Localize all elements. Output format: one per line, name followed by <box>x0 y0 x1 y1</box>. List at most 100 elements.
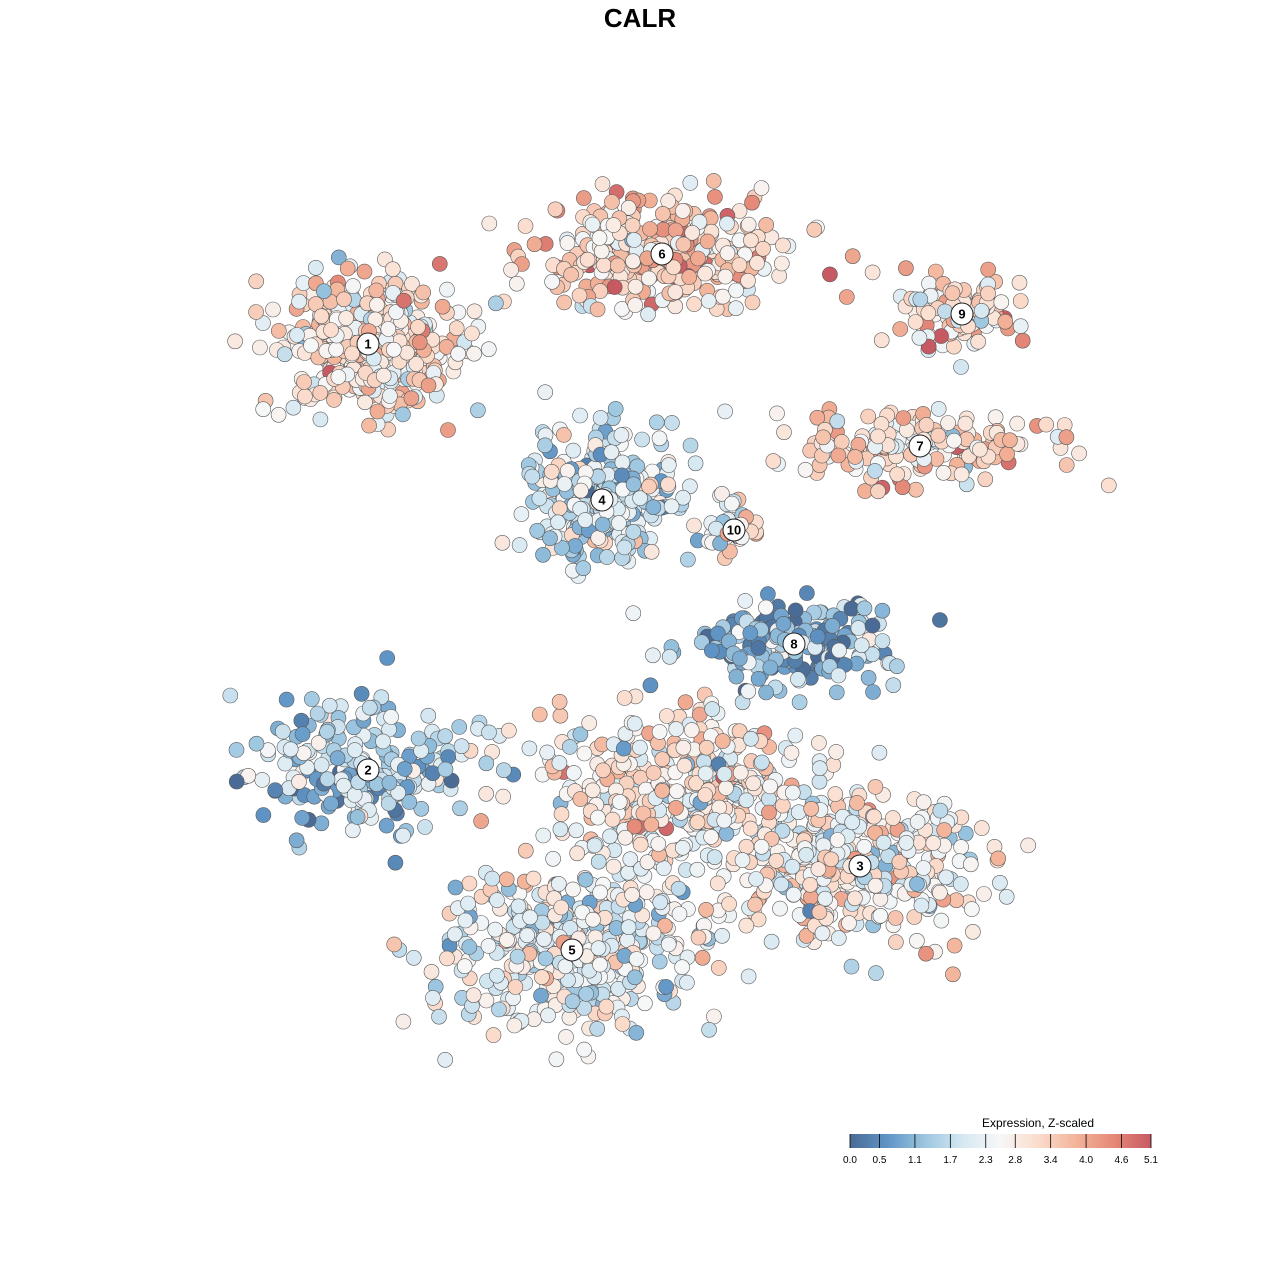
cluster-label-5: 5 <box>560 938 584 962</box>
cell-point <box>946 338 962 355</box>
cell-point <box>625 253 641 270</box>
cell-point <box>825 757 842 773</box>
cell-point <box>579 251 596 268</box>
cell-point <box>489 967 505 984</box>
cell-point <box>706 849 723 866</box>
cell-point <box>676 757 693 774</box>
cell-point <box>755 241 771 257</box>
cell-point <box>748 871 764 887</box>
cell-point <box>872 907 889 924</box>
cell-point <box>783 745 800 761</box>
cell-point <box>718 780 734 796</box>
cluster-label-7: 7 <box>908 434 932 458</box>
cell-point <box>652 894 669 911</box>
cell-point <box>626 715 643 732</box>
cell-point <box>405 949 422 966</box>
cell-point <box>517 218 534 234</box>
cell-point <box>911 329 928 346</box>
cell-point <box>870 428 886 445</box>
cell-point <box>369 296 385 313</box>
cell-point <box>558 1029 574 1045</box>
cell-point <box>592 410 609 426</box>
cell-point <box>992 874 1008 891</box>
cell-point <box>700 293 717 309</box>
cell-point <box>255 401 272 418</box>
cell-point <box>403 390 420 407</box>
cell-point <box>658 708 675 724</box>
cell-point <box>732 764 749 781</box>
cell-point <box>401 794 418 810</box>
cell-point <box>714 485 730 502</box>
cell-point <box>395 406 411 423</box>
cell-point <box>1012 318 1029 335</box>
cell-point <box>319 771 336 788</box>
cell-point <box>581 715 598 731</box>
cell-point <box>976 886 992 902</box>
cell-point <box>335 777 352 794</box>
cell-point <box>336 291 352 308</box>
cell-point <box>375 733 391 750</box>
cell-point <box>319 723 335 740</box>
cell-point <box>830 930 847 946</box>
cell-point <box>248 304 264 320</box>
cell-point <box>288 832 305 849</box>
cell-point <box>380 321 397 337</box>
cell-point <box>1014 332 1031 349</box>
cell-point <box>706 1008 722 1025</box>
cell-point <box>667 284 684 300</box>
cluster-label-text: 6 <box>658 247 665 262</box>
cell-point <box>750 640 767 656</box>
cell-point <box>547 201 564 218</box>
cell-point <box>628 951 645 967</box>
cell-point <box>717 403 733 420</box>
cell-point <box>744 194 760 211</box>
legend-tick-label: 1.7 <box>943 1155 957 1166</box>
cell-point <box>743 232 759 249</box>
cell-point <box>697 765 714 782</box>
cell-point <box>478 785 495 802</box>
cell-point <box>687 455 704 472</box>
color-legend: Expression, Z-scaled 0.0 0.5 1.1 1.7 2.3 2.8 3… <box>843 1116 1158 1166</box>
cell-point <box>686 296 702 312</box>
cell-point <box>595 762 611 779</box>
cell-point <box>478 755 495 772</box>
cell-point <box>517 842 534 859</box>
cell-point <box>972 441 988 458</box>
cell-point <box>592 884 608 901</box>
cell-point <box>312 385 329 401</box>
cell-point <box>811 760 828 777</box>
cell-point <box>411 334 428 351</box>
cell-point <box>361 699 378 716</box>
cell-point <box>312 411 329 428</box>
cell-point <box>760 586 776 602</box>
cell-point <box>437 1052 454 1068</box>
cell-point <box>464 325 480 342</box>
cell-point <box>822 266 838 283</box>
cell-point <box>710 960 727 976</box>
cell-point <box>586 837 603 854</box>
cell-point <box>616 539 633 556</box>
cell-point <box>559 463 576 479</box>
cell-point <box>590 809 606 826</box>
cell-point <box>330 249 347 266</box>
legend-tick-label: 1.1 <box>908 1155 922 1166</box>
cell-point <box>368 282 385 299</box>
cell-point <box>998 888 1015 905</box>
cell-point <box>437 761 454 778</box>
cell-point <box>650 836 667 852</box>
cell-point <box>510 898 527 915</box>
cell-point <box>930 401 947 417</box>
cell-point <box>344 822 361 839</box>
cell-point <box>932 612 948 628</box>
cell-point <box>383 709 399 725</box>
legend-tick-label: 4.6 <box>1115 1155 1129 1166</box>
cell-point <box>745 775 762 792</box>
cell-point <box>491 1001 507 1018</box>
cell-point <box>347 742 363 758</box>
cell-point <box>867 463 883 479</box>
cell-point <box>590 940 607 957</box>
cell-point <box>270 323 287 339</box>
cell-point <box>668 783 685 800</box>
cell-point <box>704 701 721 717</box>
cell-point <box>648 414 665 431</box>
